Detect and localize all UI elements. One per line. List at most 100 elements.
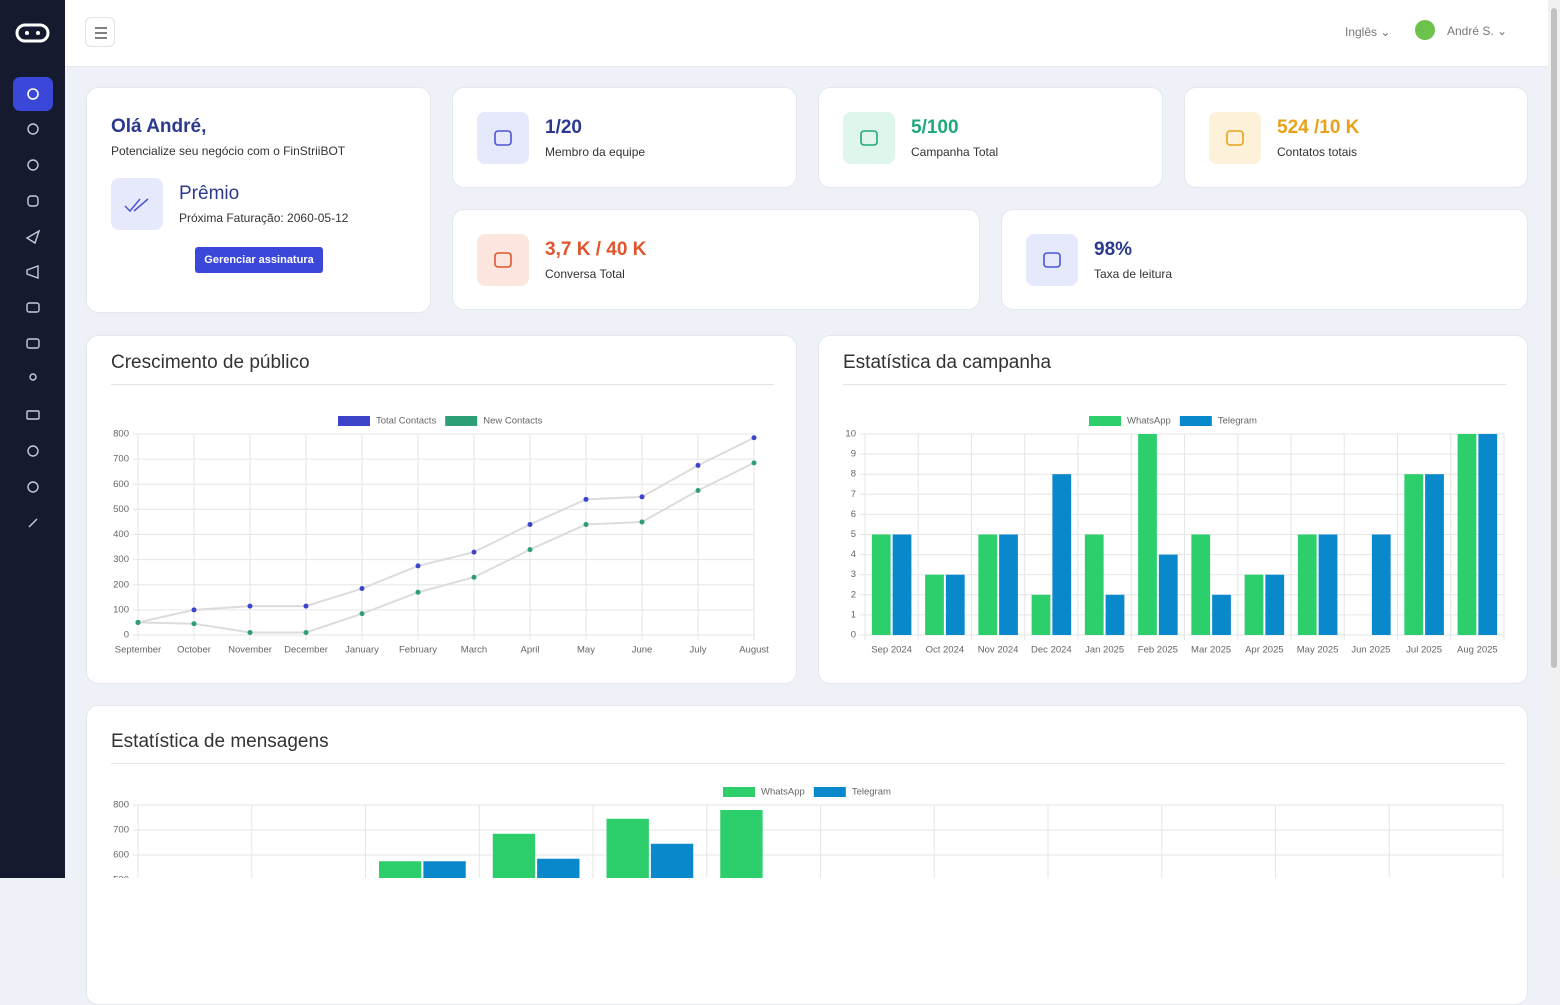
nav-icon[interactable] (26, 410, 40, 420)
bar (650, 843, 694, 878)
bar (720, 810, 763, 878)
point (359, 611, 365, 617)
stat-card: 5/100 Campanha Total (818, 87, 1163, 188)
y-tick-label: 0 (851, 630, 856, 641)
point (415, 589, 421, 595)
x-tick-label: Aug 2025 (1457, 645, 1498, 656)
chart-title: Estatística de mensagens (111, 731, 329, 752)
user-menu[interactable]: André S. ⌄ (1447, 24, 1508, 38)
user-name: André S. (1447, 24, 1494, 38)
nav-icon[interactable] (29, 373, 37, 381)
bar (978, 534, 998, 635)
bar (1138, 434, 1157, 635)
point (639, 519, 645, 525)
language-select[interactable]: Inglês ⌄ (1345, 25, 1391, 39)
legend-swatch (445, 416, 478, 426)
next-billing: Próxima Faturação: 2060-05-12 (179, 211, 349, 225)
stat-card: 1/20 Membro da equipe (452, 87, 797, 188)
scrollbar[interactable] (1548, 0, 1560, 878)
bar (379, 861, 422, 878)
line (137, 436, 755, 624)
topbar: Inglês ⌄ André S. ⌄ (65, 0, 1548, 67)
bar (1212, 594, 1231, 635)
stat-label: Contatos totais (1277, 145, 1358, 159)
bar (1052, 474, 1072, 635)
stat-label: Membro da equipe (545, 145, 646, 159)
x-tick-label: Oct 2024 (926, 645, 965, 656)
point (191, 607, 197, 613)
bar (1031, 594, 1051, 635)
y-tick-label: 100 (113, 604, 129, 615)
plan-name: Prêmio (179, 183, 240, 204)
point (135, 619, 141, 625)
stat-icon (843, 112, 895, 164)
bar (492, 833, 536, 878)
x-tick-label: Jul 2025 (1406, 645, 1442, 656)
nav-dashboard[interactable] (13, 77, 53, 111)
nav-icon[interactable] (28, 518, 38, 528)
bar (1105, 594, 1125, 635)
y-tick-label: 500 (113, 875, 129, 878)
point (303, 629, 309, 635)
nav-icon[interactable] (27, 481, 39, 493)
chart-title: Estatística da campanha (843, 352, 1052, 373)
nav-icon[interactable] (26, 265, 39, 279)
stat-label: Conversa Total (545, 267, 625, 281)
y-tick-label: 3 (851, 569, 856, 580)
x-tick-label: Feb 2025 (1138, 645, 1178, 656)
x-tick-label: March (461, 645, 487, 656)
bar (892, 534, 912, 635)
avatar[interactable] (1415, 20, 1435, 40)
stat-value: 1/20 (545, 117, 582, 138)
x-tick-label: January (345, 645, 379, 656)
x-tick-label: February (399, 645, 437, 656)
stat-icon (477, 112, 529, 164)
x-tick-label: August (739, 645, 769, 656)
bar (1084, 534, 1104, 635)
y-tick-label: 200 (113, 579, 129, 590)
x-tick-label: June (632, 645, 653, 656)
nav-icon[interactable] (27, 159, 39, 171)
nav-icon[interactable] (26, 338, 40, 349)
bar (925, 574, 944, 635)
logo (15, 23, 50, 43)
bar (1404, 474, 1424, 635)
point (751, 435, 757, 441)
y-tick-label: 4 (851, 549, 856, 560)
bar (537, 858, 580, 878)
point (695, 462, 701, 468)
manage-subscription-button[interactable]: Gerenciar assinatura (195, 247, 323, 273)
legend-label: Total Contacts (376, 416, 436, 427)
y-tick-label: 1 (851, 609, 856, 620)
nav-icon[interactable] (27, 123, 39, 135)
bar (945, 574, 965, 635)
point (247, 629, 253, 635)
x-tick-label: Nov 2024 (978, 645, 1019, 656)
line (137, 461, 755, 634)
language: Inglês (1345, 25, 1378, 39)
stat-icon (1026, 234, 1078, 286)
stat-label: Taxa de leitura (1094, 267, 1173, 281)
x-tick-label: November (228, 645, 272, 656)
sidebar (0, 0, 65, 878)
legend-label: WhatsApp (1127, 416, 1171, 427)
menu-button[interactable] (85, 17, 115, 47)
nav-icon[interactable] (27, 195, 39, 207)
nav-icon[interactable] (25, 229, 41, 245)
bar (1425, 474, 1444, 635)
legend-swatch (723, 787, 755, 797)
greeting: Olá André, (111, 116, 207, 137)
stat-icon (477, 234, 529, 286)
nav-icon[interactable] (26, 302, 40, 313)
y-tick-label: 400 (113, 529, 129, 540)
stat-label: Campanha Total (911, 145, 999, 159)
y-tick-label: 600 (113, 850, 129, 861)
nav-icon[interactable] (27, 445, 39, 457)
stat-value: 98% (1094, 239, 1133, 260)
y-tick-label: 9 (851, 449, 856, 460)
bar (1265, 574, 1285, 635)
legend-label: WhatsApp (761, 787, 805, 798)
y-tick-label: 700 (113, 825, 129, 836)
